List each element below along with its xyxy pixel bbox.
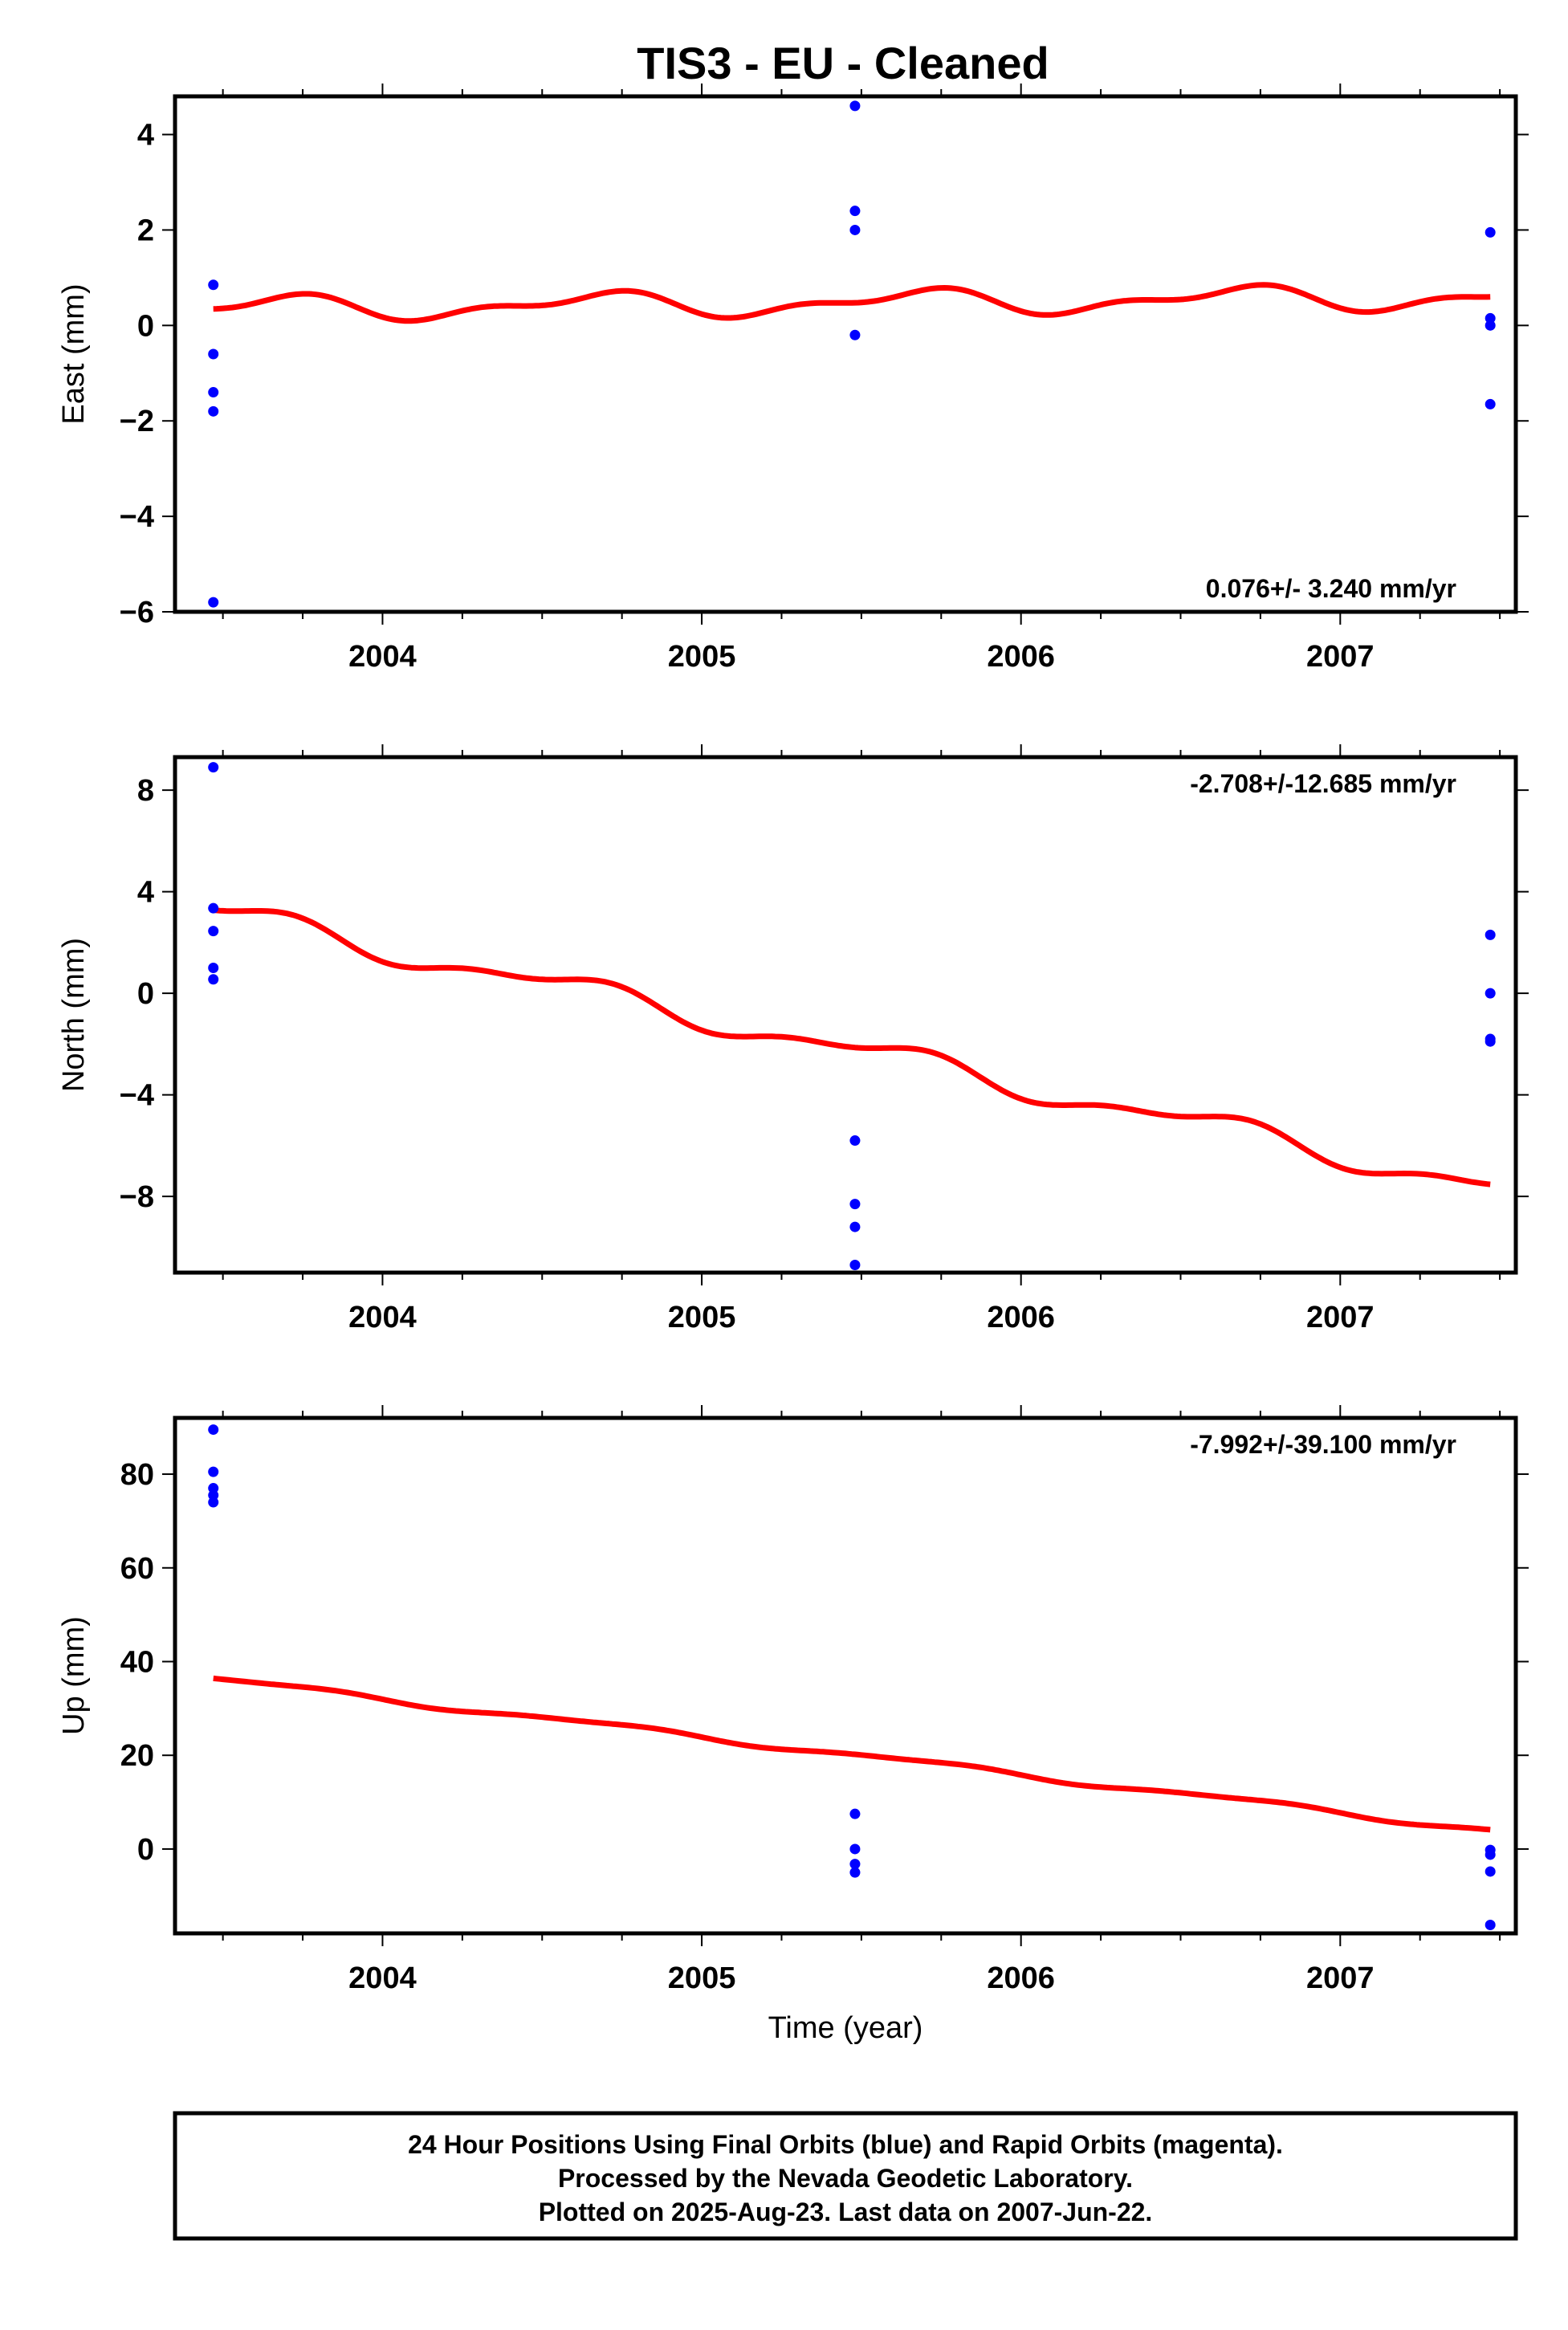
y-axis-label: North (mm) [57, 938, 91, 1092]
data-point [208, 1497, 219, 1508]
y-tick-label: −6 [120, 596, 154, 629]
y-tick-label: 20 [120, 1739, 154, 1773]
y-tick-label: 4 [137, 876, 154, 910]
model-fit-line [213, 282, 1491, 324]
data-point [849, 1199, 861, 1210]
x-tick-label: 2006 [987, 640, 1055, 674]
x-tick-label: 2005 [668, 1301, 736, 1334]
y-tick-label: −4 [120, 500, 154, 534]
plot-area [208, 762, 1496, 1271]
y-tick-label: 60 [120, 1552, 154, 1586]
model-fit-line [213, 1675, 1491, 1833]
x-tick-label: 2005 [668, 640, 736, 674]
x-tick-label: 2007 [1306, 1301, 1375, 1334]
data-point [208, 1466, 219, 1477]
model-fit-line [213, 907, 1491, 1187]
data-point [849, 1859, 861, 1870]
data-point [1485, 1036, 1496, 1047]
data-point [1485, 320, 1496, 331]
y-tick-label: −8 [120, 1180, 154, 1214]
data-point [208, 597, 219, 608]
data-point [208, 926, 219, 937]
velocity-rate-label: 0.076+/- 3.240 mm/yr [1206, 574, 1456, 603]
footer-line-processed: Processed by the Nevada Geodetic Laborat… [558, 2164, 1133, 2193]
footer-box: 24 Hour Positions Using Final Orbits (bl… [173, 2111, 1518, 2241]
data-point [208, 279, 219, 291]
data-point [208, 405, 219, 417]
data-point [1485, 1919, 1496, 1930]
plot-frame [173, 94, 1518, 614]
x-axis-label: Time (year) [768, 2011, 923, 2045]
data-point [1485, 1849, 1496, 1860]
x-tick-label: 2004 [348, 1301, 417, 1334]
data-point [1485, 226, 1496, 238]
data-point [849, 1260, 861, 1271]
y-tick-label: 0 [137, 309, 154, 343]
x-tick-label: 2006 [987, 1301, 1055, 1334]
plot-frame [173, 755, 1518, 1275]
data-point [208, 1424, 219, 1436]
plot-area [208, 100, 1496, 608]
x-tick-label: 2007 [1306, 640, 1375, 674]
footer-line-plotted: Plotted on 2025-Aug-23. Last data on 200… [539, 2198, 1153, 2226]
data-point [849, 1808, 861, 1819]
data-point [849, 1843, 861, 1855]
data-point [1485, 312, 1496, 324]
footer-frame [173, 2111, 1518, 2241]
data-point [208, 974, 219, 985]
data-point [1485, 1866, 1496, 1877]
y-tick-label: 8 [137, 774, 154, 808]
data-point [849, 1221, 861, 1232]
x-tick-label: 2004 [348, 640, 417, 674]
velocity-rate-label: -2.708+/-12.685 mm/yr [1190, 769, 1456, 798]
x-tick-label: 2004 [348, 1961, 417, 1995]
y-tick-label: −4 [120, 1079, 154, 1113]
data-point [849, 224, 861, 235]
velocity-rate-label: -7.992+/-39.100 mm/yr [1190, 1430, 1456, 1459]
plot-frame [173, 1416, 1518, 1936]
x-tick-label: 2005 [668, 1961, 736, 1995]
chart-title: TIS3 - EU - Cleaned [637, 38, 1049, 88]
y-tick-label: 80 [120, 1458, 154, 1492]
y-axis-label: Up (mm) [57, 1616, 91, 1735]
data-point [1485, 988, 1496, 999]
x-tick-label: 2007 [1306, 1961, 1375, 1995]
data-point [849, 1135, 861, 1147]
panel-north: 2004 2005 2006 2007 −8 −4 0 4 8 North (mm) -2.708+… [57, 744, 1529, 1334]
y-tick-label: 0 [137, 1833, 154, 1867]
data-point [208, 348, 219, 360]
data-point [849, 1867, 861, 1878]
panel-east: 2004 2005 2006 2007 −6 −4 −2 0 2 4 East (mm) 0.076+… [57, 84, 1529, 674]
data-point [1485, 398, 1496, 409]
data-point [208, 762, 219, 773]
data-point [849, 329, 861, 340]
x-tick-label: 2006 [987, 1961, 1055, 1995]
data-point [849, 100, 861, 112]
data-point [1485, 929, 1496, 940]
panel-up: 2004 2005 2006 2007 0 20 40 60 80 Up (mm) Time (ye… [57, 1405, 1529, 2045]
data-point [208, 902, 219, 914]
y-axis-label: East (mm) [57, 283, 91, 424]
y-tick-label: 2 [137, 214, 154, 247]
y-tick-label: 4 [137, 119, 154, 153]
y-tick-label: 40 [120, 1645, 154, 1679]
footer-line-orbits: 24 Hour Positions Using Final Orbits (bl… [408, 2130, 1283, 2159]
plot-area [208, 1424, 1496, 1930]
data-point [208, 962, 219, 973]
data-point [208, 387, 219, 398]
y-tick-label: −2 [120, 405, 154, 438]
y-tick-label: 0 [137, 977, 154, 1011]
data-point [849, 206, 861, 217]
